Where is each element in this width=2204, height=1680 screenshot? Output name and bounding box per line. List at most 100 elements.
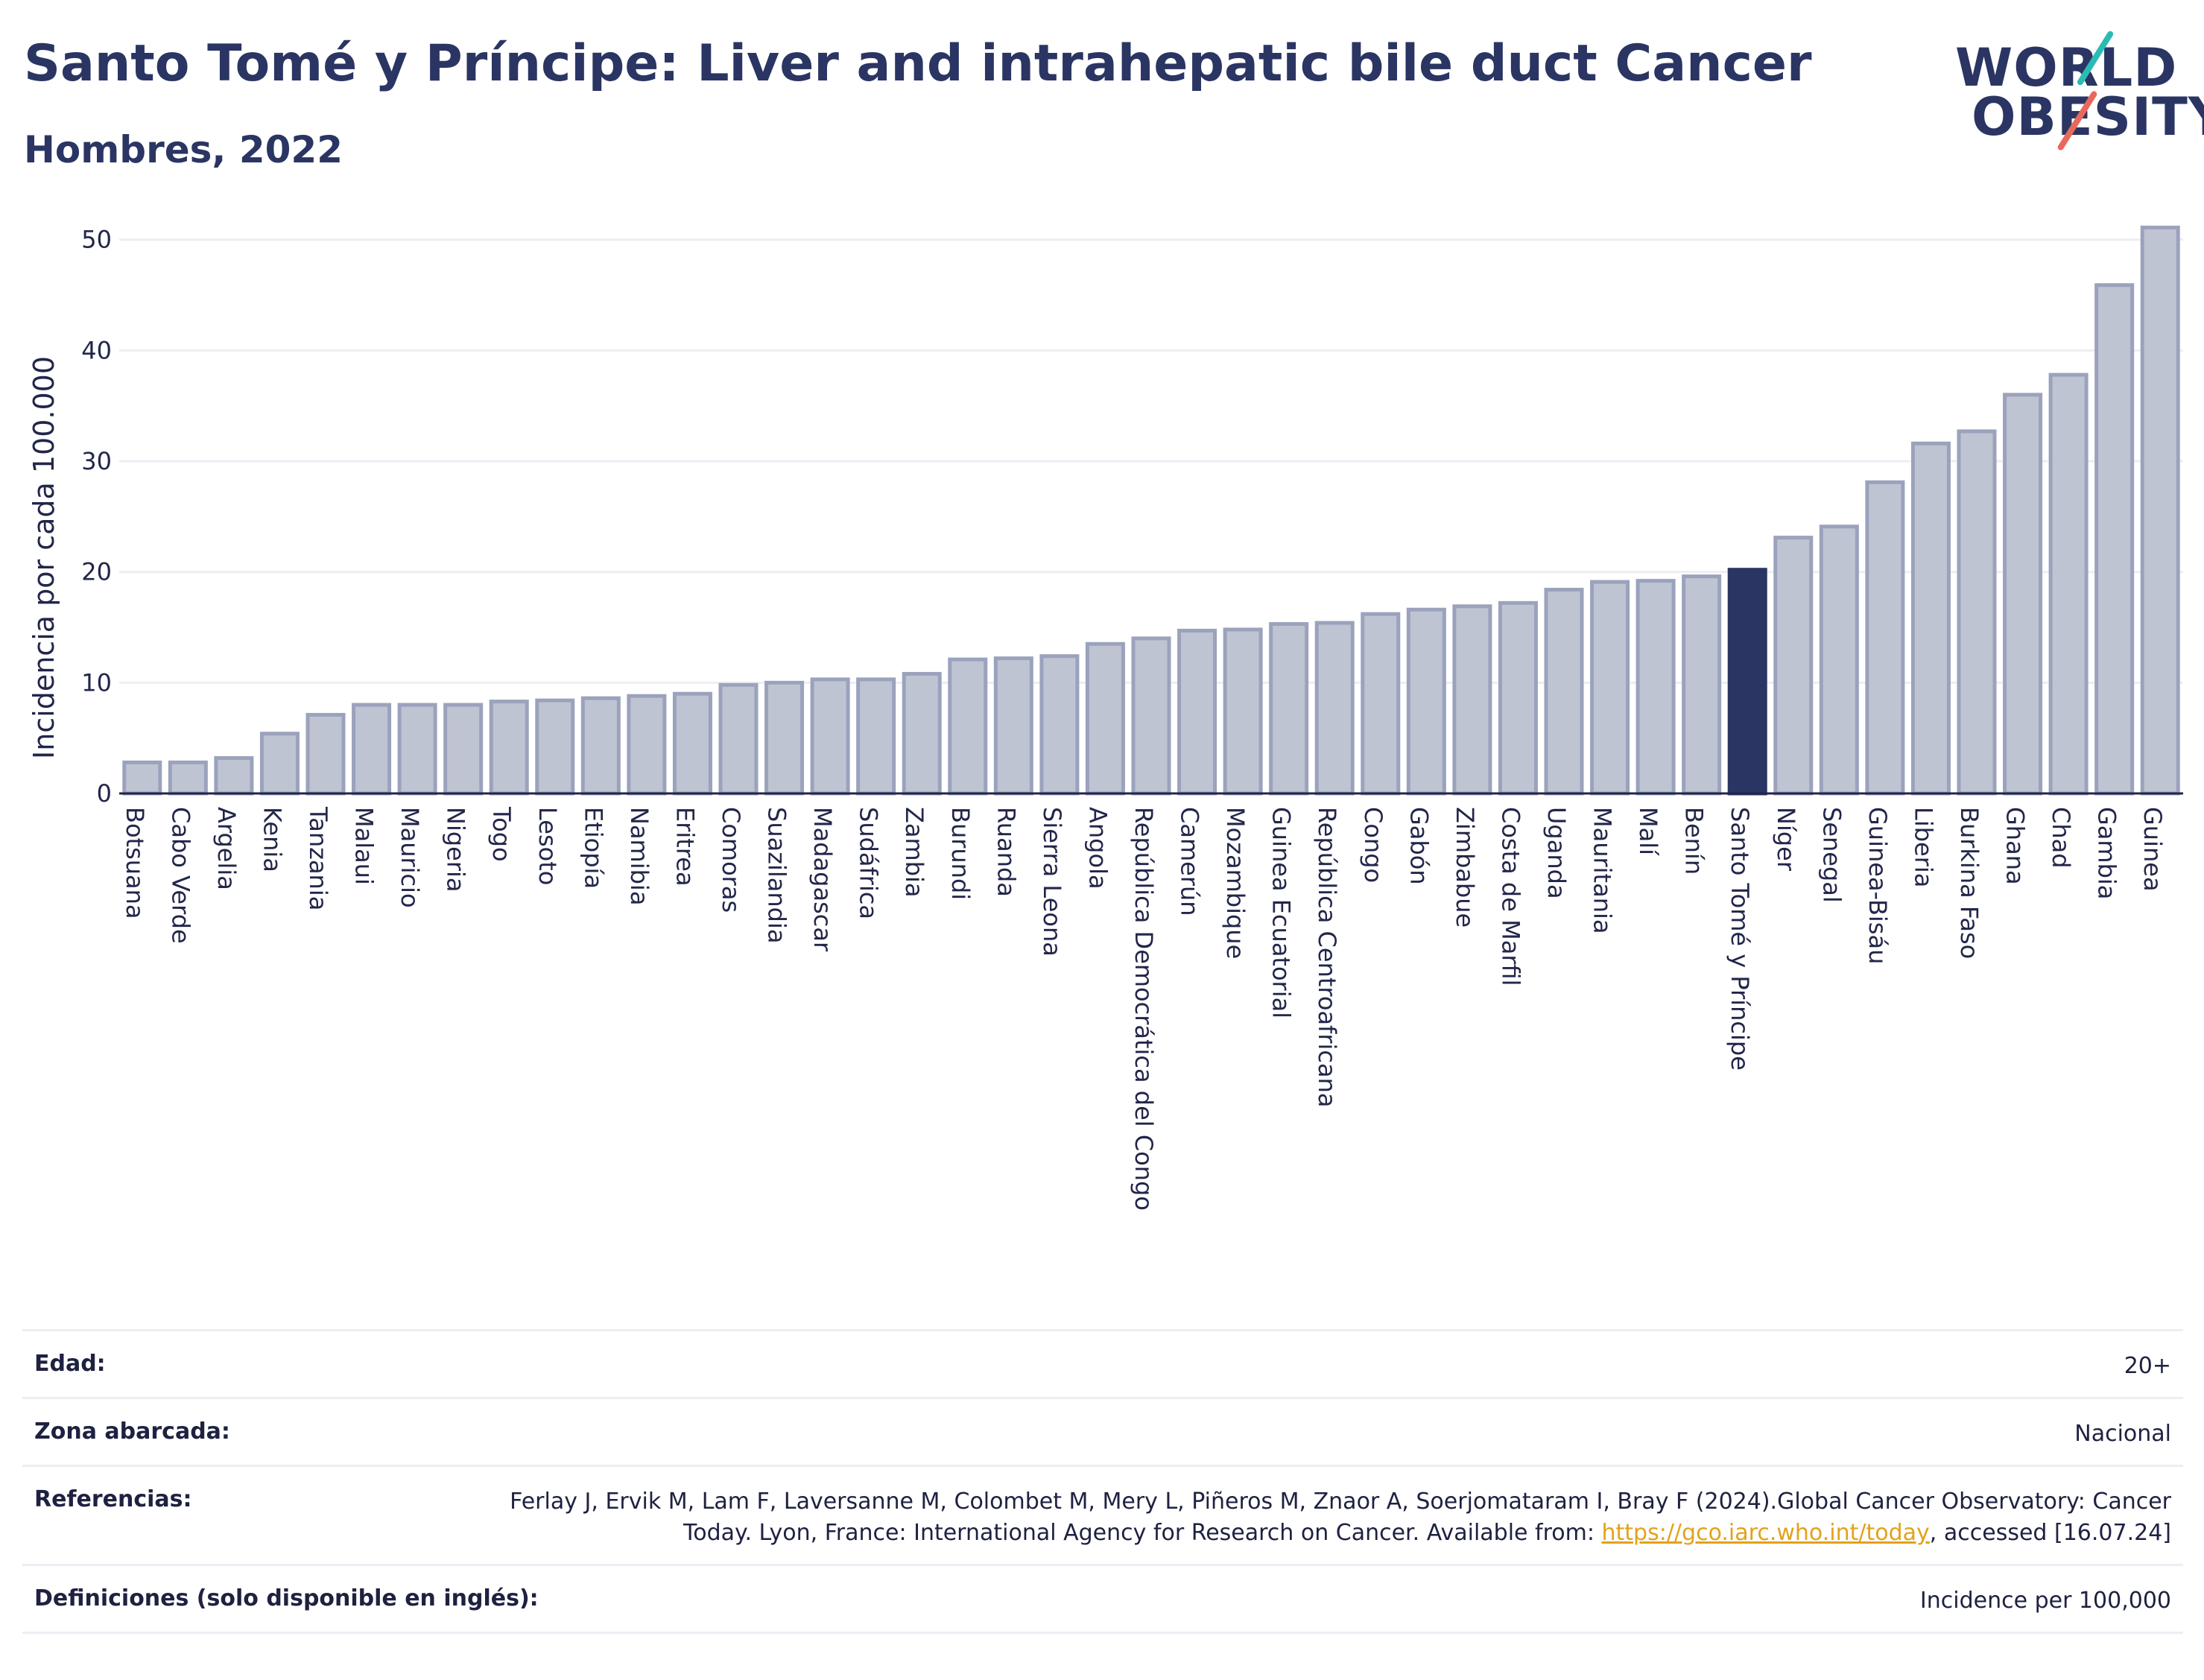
x-tick-label: Uganda bbox=[1542, 807, 1571, 899]
bar[interactable] bbox=[305, 712, 346, 796]
bar[interactable] bbox=[1819, 524, 1859, 796]
y-tick-label: 10 bbox=[81, 668, 112, 697]
bar[interactable] bbox=[902, 671, 942, 796]
bar[interactable] bbox=[1910, 441, 1951, 796]
bar[interactable] bbox=[259, 732, 300, 796]
chart-subtitle: Hombres, 2022 bbox=[24, 128, 343, 171]
info-row-edad: Edad: 20+ bbox=[22, 1329, 2183, 1397]
x-tick-label: Madagascar bbox=[808, 807, 837, 952]
bar[interactable] bbox=[1635, 579, 1676, 796]
x-tick-label: Cabo Verde bbox=[166, 807, 194, 944]
x-tick-label: Liberia bbox=[1909, 807, 1937, 887]
x-tick-label: Lesoto bbox=[533, 807, 562, 885]
x-tick-label: Mauritania bbox=[1589, 807, 1617, 933]
x-tick-label: Mozambique bbox=[1221, 807, 1250, 959]
x-tick-label: Suazilandia bbox=[763, 807, 791, 943]
bar[interactable] bbox=[1177, 628, 1217, 796]
x-tick-label: Senegal bbox=[1817, 807, 1846, 903]
bar[interactable] bbox=[122, 760, 162, 796]
x-tick-label: Malaui bbox=[350, 807, 379, 885]
bar[interactable] bbox=[1773, 536, 1814, 796]
x-tick-label: Zambia bbox=[900, 807, 928, 898]
x-tick-label: Níger bbox=[1772, 807, 1800, 872]
info-row-zona: Zona abarcada: Nacional bbox=[22, 1397, 2183, 1465]
bar[interactable] bbox=[2094, 283, 2135, 796]
bar[interactable] bbox=[1498, 600, 1538, 796]
x-tick-label: Camerún bbox=[1176, 807, 1204, 916]
bar[interactable] bbox=[1039, 654, 1080, 796]
info-table: Edad: 20+ Zona abarcada: Nacional Refere… bbox=[22, 1329, 2183, 1634]
bar[interactable] bbox=[1544, 587, 1584, 796]
bar[interactable] bbox=[1727, 568, 1767, 796]
bar[interactable] bbox=[580, 696, 621, 796]
x-tick-label: Costa de Marfil bbox=[1496, 807, 1524, 986]
x-tick-label: Malí bbox=[1634, 807, 1662, 856]
info-label: Zona abarcada: bbox=[34, 1419, 230, 1445]
logo-text-world: WORLD bbox=[1955, 37, 2178, 98]
bar[interactable] bbox=[168, 760, 208, 796]
bar[interactable] bbox=[1269, 622, 1309, 796]
x-tick-label: Eritrea bbox=[671, 807, 699, 887]
x-tick-label: Angola bbox=[1083, 807, 1112, 890]
bar[interactable] bbox=[993, 656, 1033, 796]
info-row-definiciones: Definiciones (solo disponible en inglés)… bbox=[22, 1564, 2183, 1634]
x-tick-label: Mauricio bbox=[396, 807, 424, 908]
info-label: Definiciones (solo disponible en inglés)… bbox=[34, 1585, 539, 1611]
x-tick-label: Botsuana bbox=[121, 807, 149, 919]
bar[interactable] bbox=[1085, 641, 1125, 796]
bar[interactable] bbox=[1223, 627, 1263, 796]
y-tick-label: 20 bbox=[81, 558, 112, 586]
bar[interactable] bbox=[1314, 621, 1355, 796]
bar[interactable] bbox=[1682, 574, 1722, 796]
x-tick-label: República Centroafricana bbox=[1313, 807, 1341, 1107]
x-tick-label: República Democrática del Congo bbox=[1130, 807, 1158, 1211]
bar[interactable] bbox=[948, 657, 988, 796]
bar[interactable] bbox=[489, 700, 529, 796]
bar[interactable] bbox=[214, 755, 254, 796]
x-tick-label: Congo bbox=[1359, 807, 1387, 883]
bar[interactable] bbox=[535, 698, 575, 796]
x-tick-label: Burkina Faso bbox=[1955, 807, 1983, 959]
bar[interactable] bbox=[764, 680, 805, 796]
x-tick-label: Namibia bbox=[625, 807, 653, 905]
x-tick-label: Tanzania bbox=[304, 806, 332, 910]
bar[interactable] bbox=[1361, 612, 1401, 796]
info-label: Edad: bbox=[34, 1351, 106, 1377]
x-tick-label: Kenia bbox=[258, 807, 286, 872]
bar[interactable] bbox=[1131, 636, 1171, 796]
bar[interactable] bbox=[1957, 429, 1997, 796]
x-tick-label: Comoras bbox=[717, 807, 745, 913]
info-row-referencias: Referencias: Ferlay J, Ervik M, Lam F, L… bbox=[22, 1465, 2183, 1564]
chart-title: Santo Tomé y Príncipe: Liver and intrahe… bbox=[24, 34, 1812, 93]
x-tick-label: Sudáfrica bbox=[855, 807, 883, 919]
bar[interactable] bbox=[397, 703, 437, 796]
bar[interactable] bbox=[627, 694, 667, 796]
y-axis-ticks: 0 10 20 30 40 50 bbox=[81, 226, 112, 808]
bar[interactable] bbox=[856, 677, 896, 796]
info-label: Referencias: bbox=[34, 1486, 192, 1512]
x-tick-label: Sierra Leona bbox=[1038, 807, 1066, 957]
x-tick-label: Gabón bbox=[1405, 807, 1433, 885]
bar[interactable] bbox=[718, 682, 759, 796]
bar[interactable] bbox=[1590, 580, 1630, 796]
x-tick-label: Santo Tomé y Príncipe bbox=[1726, 807, 1754, 1071]
world-obesity-logo[interactable]: WORLD OBESITY bbox=[1945, 22, 2204, 156]
reference-accessed: , accessed [16.07.24] bbox=[1929, 1520, 2171, 1546]
bar[interactable] bbox=[1406, 607, 1446, 796]
y-tick-label: 40 bbox=[81, 336, 112, 364]
bar[interactable] bbox=[1452, 604, 1492, 796]
bar[interactable] bbox=[2003, 393, 2043, 796]
bar[interactable] bbox=[810, 677, 850, 796]
bar[interactable] bbox=[443, 703, 484, 796]
bar[interactable] bbox=[352, 703, 392, 796]
bar[interactable] bbox=[2048, 373, 2089, 796]
y-tick-label: 30 bbox=[81, 447, 112, 475]
x-tick-label: Guinea Ecuatorial bbox=[1267, 807, 1296, 1018]
bar[interactable] bbox=[672, 691, 712, 796]
reference-link[interactable]: https://gco.iarc.who.int/today bbox=[1601, 1520, 1930, 1546]
info-value: Ferlay J, Ervik M, Lam F, Laversanne M, … bbox=[457, 1486, 2171, 1549]
bar[interactable] bbox=[2140, 225, 2180, 796]
x-tick-label: Argelia bbox=[212, 807, 241, 890]
bar[interactable] bbox=[1865, 480, 1905, 796]
chart-bars bbox=[122, 225, 2180, 796]
